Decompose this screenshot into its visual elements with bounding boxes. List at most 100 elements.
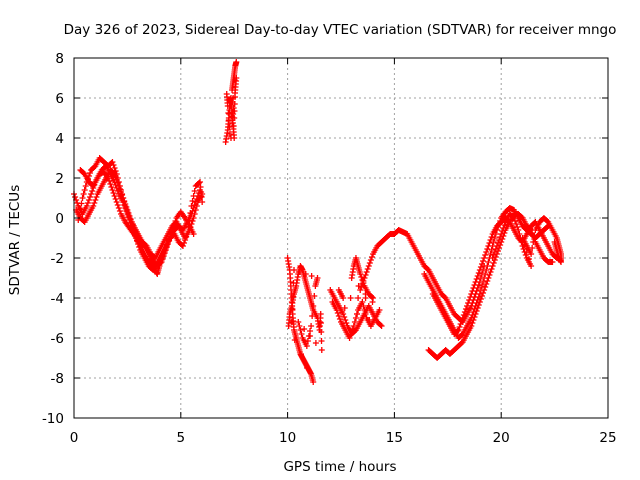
data-point (312, 340, 319, 346)
data-point (499, 228, 506, 234)
data-point (478, 261, 485, 267)
data-point (483, 281, 490, 287)
data-point (111, 193, 118, 199)
data-point (361, 307, 368, 313)
data-point (551, 239, 558, 245)
data-point (466, 297, 473, 303)
data-point (362, 272, 369, 278)
data-point (188, 221, 195, 227)
data-point (111, 165, 118, 171)
y-tick-label: -4 (51, 291, 64, 307)
data-point (226, 124, 233, 130)
data-point (83, 203, 90, 209)
data-point (475, 270, 482, 276)
data-point (462, 306, 469, 312)
data-point (223, 91, 230, 97)
data-point (76, 211, 83, 218)
data-point (110, 162, 117, 168)
data-point (478, 283, 485, 289)
data-point (358, 284, 365, 290)
data-point (357, 287, 364, 293)
data-point (488, 247, 495, 253)
data-point (93, 194, 100, 200)
data-point (487, 237, 494, 243)
data-point (481, 287, 488, 293)
data-point (359, 299, 366, 305)
data-point (483, 267, 490, 273)
data-point (230, 123, 237, 129)
data-point (457, 321, 464, 327)
data-point (474, 273, 481, 279)
data-point (458, 318, 465, 324)
data-point (471, 282, 478, 288)
data-point (367, 257, 374, 263)
data-point (485, 275, 492, 281)
data-point (82, 183, 89, 189)
data-point (309, 313, 316, 319)
data-point (459, 315, 466, 321)
data-point (482, 252, 489, 258)
grid-lines (74, 58, 608, 418)
data-point (368, 254, 375, 260)
data-point (91, 200, 98, 206)
data-point (227, 135, 234, 141)
data-point (296, 323, 303, 329)
x-tick-label: 25 (599, 430, 616, 446)
data-point (474, 305, 481, 311)
data-point (116, 183, 123, 189)
data-point (347, 332, 354, 338)
data-point (291, 267, 298, 273)
data-point (343, 320, 350, 326)
data-point (233, 75, 240, 81)
data-point (85, 197, 92, 203)
data-point (525, 256, 532, 262)
data-point (314, 275, 321, 281)
data-point (455, 327, 462, 333)
plot-frame (73, 57, 609, 419)
x-tick-labels: 0 5 10 15 20 25 (70, 430, 617, 446)
data-point (135, 241, 142, 247)
data-point (84, 200, 91, 206)
data-point (113, 171, 120, 177)
data-point (370, 295, 377, 301)
data-point (516, 231, 523, 237)
data-point (484, 246, 491, 252)
data-point (362, 295, 369, 301)
data-point (126, 217, 133, 223)
data-point (488, 266, 495, 272)
y-tick-label: 4 (55, 131, 64, 147)
data-point (80, 191, 87, 197)
data-point (231, 101, 238, 107)
data-point (189, 218, 196, 224)
data-point (490, 252, 497, 258)
data-point (529, 245, 536, 251)
y-axis-label: SDTVAR / TECUs (7, 185, 23, 295)
x-tick-label: 5 (177, 430, 186, 446)
data-point (113, 185, 120, 191)
data-point (515, 227, 522, 233)
data-point (87, 194, 94, 200)
data-point (480, 279, 487, 285)
data-point (520, 246, 527, 252)
data-point (191, 188, 198, 194)
data-point (107, 181, 114, 187)
data-point (512, 218, 519, 224)
data-point (471, 314, 478, 320)
data-point (87, 170, 94, 176)
y-tick-label: -8 (51, 371, 64, 387)
data-point (468, 323, 475, 329)
data-point (341, 305, 348, 311)
data-point (317, 311, 324, 317)
data-point (366, 260, 373, 266)
data-point (361, 275, 368, 281)
data-point (362, 311, 369, 317)
data-point (81, 187, 88, 193)
data-point (378, 323, 385, 329)
data-point (363, 269, 370, 275)
data-point (182, 237, 189, 243)
data-point (79, 195, 86, 201)
data-point (335, 313, 342, 319)
data-point (527, 226, 534, 232)
data-point (301, 326, 308, 332)
